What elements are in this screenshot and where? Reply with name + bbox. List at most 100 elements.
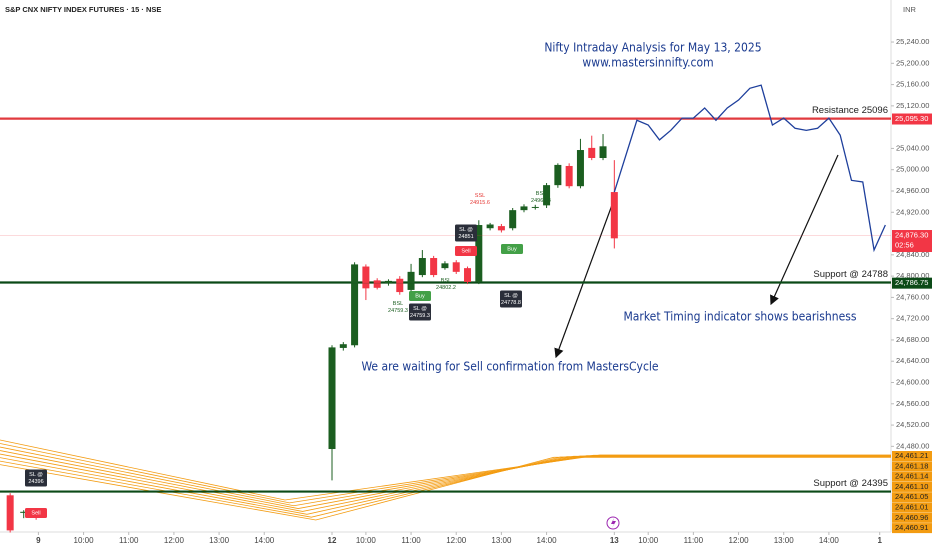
candle-body <box>6 495 14 531</box>
candle-body <box>486 224 494 229</box>
candle-body <box>565 165 573 187</box>
x-tick-label: 14:00 <box>254 536 275 545</box>
y-tick-label: 24,560.00 <box>896 399 929 408</box>
candle-body <box>407 271 415 290</box>
candle-body <box>599 146 607 159</box>
band-tag-label: 24,460.91 <box>895 523 928 532</box>
candle-body <box>509 210 517 229</box>
y-tick-label: 24,480.00 <box>896 441 929 450</box>
arrow <box>554 204 613 359</box>
y-tick-label: 25,160.00 <box>896 80 929 89</box>
note-left: We are waiting for Sell confirmation fro… <box>361 360 658 374</box>
candle-body <box>475 225 483 282</box>
symbol: S&P CNX NIFTY INDEX FUTURES · 15 · NSE <box>5 5 161 14</box>
y-tick-label: 24,720.00 <box>896 314 929 323</box>
x-tick-label: 12 <box>328 536 337 545</box>
signal-label: SL @ <box>413 306 427 312</box>
signal-box <box>455 246 477 256</box>
note-right: Market Timing indicator shows bearishnes… <box>623 310 856 324</box>
price-tag <box>892 277 932 289</box>
signal-label: BSL <box>393 301 403 307</box>
signal-box <box>409 303 431 321</box>
price-tag <box>892 113 932 125</box>
candle-body <box>351 264 359 346</box>
currency: INR <box>903 5 917 14</box>
signal-label: SL @ <box>459 227 473 233</box>
y-tick-label: 24,680.00 <box>896 335 929 344</box>
x-tick-label: 12:00 <box>446 536 467 545</box>
candle-body <box>554 164 562 186</box>
signal-box <box>25 508 47 518</box>
y-tick-label: 25,000.00 <box>896 165 929 174</box>
band-tag-label: 24,461.01 <box>895 502 928 511</box>
y-tick-label: 24,800.00 <box>896 271 929 280</box>
x-tick-label: 13:00 <box>774 536 795 545</box>
band-tag <box>892 471 932 482</box>
candle-body <box>610 192 618 239</box>
arrow <box>770 154 839 306</box>
band-tag-label: 24,460.96 <box>895 513 928 522</box>
y-tick-label: 24,960.00 <box>896 186 929 195</box>
y-tick-label: 24,920.00 <box>896 207 929 216</box>
band-tag <box>892 451 932 461</box>
band-tag-label: 24,461.05 <box>895 492 928 501</box>
signal-label: SL @ <box>504 293 518 299</box>
candle-body <box>576 150 584 187</box>
y-tick-label: 24,640.00 <box>896 356 929 365</box>
x-tick-label: 14:00 <box>819 536 840 545</box>
candle-body <box>362 266 370 289</box>
candle-body <box>497 226 505 231</box>
level-label: Support @ 24395 <box>813 478 888 489</box>
candle-body <box>373 280 381 288</box>
price-tag-label: 24,786.75 <box>895 278 928 287</box>
signal-label: Buy <box>507 246 517 252</box>
signal-label: Sell <box>31 510 40 516</box>
level-label: Support @ 24788 <box>813 269 888 280</box>
ribbon-line <box>0 453 891 512</box>
price-tag-label: 25,095.30 <box>895 114 928 123</box>
x-tick-label: 9 <box>36 536 41 545</box>
candle-body <box>418 258 426 276</box>
signal-box <box>409 291 431 301</box>
signal-box <box>501 244 523 254</box>
y-tick-label: 25,120.00 <box>896 101 929 110</box>
y-tick-label: 24,840.00 <box>896 250 929 259</box>
price-tag-timer: 02:56 <box>895 241 914 250</box>
price-tag <box>892 230 932 253</box>
x-tick-label: 10:00 <box>638 536 659 545</box>
signal-label: Buy <box>415 293 425 299</box>
band-tag-label: 24,461.14 <box>895 472 928 481</box>
y-tick-label: 24,760.00 <box>896 292 929 301</box>
band-tag-label: 24,461.10 <box>895 482 928 491</box>
candle-body <box>430 258 438 276</box>
x-tick-label: 13:00 <box>491 536 512 545</box>
signal-label: 24778.8 <box>501 300 521 306</box>
x-tick-label: 11:00 <box>684 536 704 545</box>
band-tag <box>892 523 932 534</box>
x-tick-label: 12:00 <box>729 536 750 545</box>
signal-label: BSL <box>441 278 451 284</box>
y-tick-label: 25,240.00 <box>896 37 929 46</box>
ribbon-line <box>0 456 891 518</box>
x-tick-label: 10:00 <box>356 536 377 545</box>
band-tag <box>892 481 932 492</box>
event-icon-bolt <box>611 518 616 528</box>
signal-label: 24915.6 <box>470 200 490 206</box>
x-tick-label: 10:00 <box>74 536 95 545</box>
ribbon-line <box>0 443 891 504</box>
x-tick-label: 11:00 <box>119 536 139 545</box>
signal-label: 24759.3 <box>388 308 408 314</box>
x-tick-label: 14:00 <box>537 536 558 545</box>
y-tick-label: 24,600.00 <box>896 377 929 386</box>
website: www.mastersinnifty.com <box>582 56 713 70</box>
candle-body <box>384 280 392 284</box>
signal-label: Sell <box>461 248 470 254</box>
event-icon[interactable] <box>606 516 620 530</box>
signal-label: 24851 <box>458 234 473 240</box>
y-tick-label: 25,040.00 <box>896 143 929 152</box>
signal-box <box>455 224 477 242</box>
signal-label: BSL <box>536 191 546 197</box>
x-tick-label: 11:00 <box>401 536 421 545</box>
band-tag <box>892 461 932 472</box>
